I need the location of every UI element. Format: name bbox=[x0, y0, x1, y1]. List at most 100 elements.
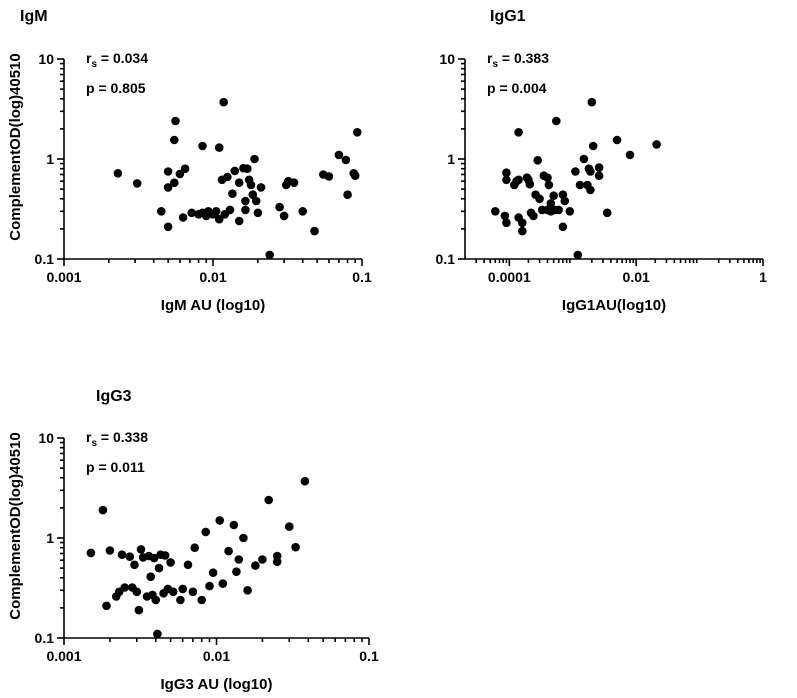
igg3-data-point bbox=[291, 542, 300, 552]
igm-data-point bbox=[163, 222, 173, 232]
igg3-data-point bbox=[272, 551, 282, 561]
igm-title: IgM bbox=[20, 8, 48, 25]
igg3-data-point bbox=[239, 533, 248, 543]
igg3-data-point bbox=[146, 572, 155, 581]
igg3-data-point bbox=[183, 560, 193, 570]
igg3-data-point bbox=[285, 522, 294, 531]
igm-data-point bbox=[279, 211, 289, 221]
igm-data-point bbox=[228, 189, 237, 198]
igg1-x-tick-label: 0.01 bbox=[623, 269, 650, 285]
igg3-rs-value: = 0.338 bbox=[97, 429, 148, 445]
igm-data-point bbox=[234, 216, 244, 226]
igg1-data-point bbox=[586, 167, 595, 176]
plot-igg1: IgG1 0.1 1 10 0.0001 0.01 1 IgG1AU(log10) rs = 0… bbox=[436, 8, 768, 314]
igm-x-tick-label: 0.1 bbox=[352, 269, 372, 285]
igm-y-axis-label: ComplementOD(log)40510 bbox=[7, 53, 24, 241]
igg1-data-point bbox=[579, 154, 589, 164]
igm-data-point bbox=[234, 178, 244, 187]
igg1-data-point bbox=[533, 156, 542, 165]
igg1-data-point bbox=[571, 167, 580, 176]
igm-data-point bbox=[171, 116, 180, 126]
igg3-rs-annotation: rs = 0.338 bbox=[86, 429, 148, 449]
igg3-data-point bbox=[234, 555, 244, 564]
igg1-data-point bbox=[502, 218, 511, 228]
igg1-p-annotation: p = 0.004 bbox=[487, 80, 547, 96]
igm-data-point bbox=[341, 155, 351, 165]
igm-data-point bbox=[241, 205, 250, 215]
igg3-data-point bbox=[149, 553, 159, 563]
igg1-data-point bbox=[560, 196, 570, 206]
igm-y-tick-label: 1 bbox=[46, 151, 54, 167]
igg3-y-axis-label: ComplementOD(log)40510 bbox=[7, 432, 24, 620]
igg3-x-tick-label: 0.001 bbox=[46, 648, 81, 664]
igm-data-point bbox=[175, 169, 185, 179]
igg3-data-point bbox=[300, 476, 310, 486]
igm-data-point bbox=[250, 154, 259, 164]
igg3-data-point bbox=[190, 543, 199, 552]
igg3-data-point bbox=[178, 584, 187, 594]
igg1-y-tick-label: 1 bbox=[447, 151, 455, 167]
plot-igm: IgM 0.1 1 10 0.001 0.01 0.1 IgM AU (log10) Compl… bbox=[7, 8, 372, 314]
igg1-data-point bbox=[518, 218, 527, 228]
igm-rs-subscript: s bbox=[91, 59, 97, 70]
igm-x-tick-label: 0.001 bbox=[46, 269, 81, 285]
igg3-data-point bbox=[215, 516, 224, 525]
igm-data-point bbox=[298, 207, 308, 216]
igg1-data-point bbox=[587, 97, 597, 107]
igg1-data-point bbox=[573, 250, 583, 260]
igg1-data-point bbox=[586, 185, 595, 195]
igm-y-tick-label: 0.1 bbox=[35, 251, 55, 267]
igg1-x-axis-label: IgG1AU(log10) bbox=[562, 297, 666, 314]
igg3-y-tick-label: 1 bbox=[46, 530, 54, 546]
igg3-data-point bbox=[132, 587, 142, 597]
igg1-data-point bbox=[500, 211, 510, 221]
igm-data-point bbox=[187, 208, 196, 218]
igg3-data-point bbox=[243, 586, 252, 595]
igg1-data-point bbox=[554, 205, 563, 215]
igg1-data-point bbox=[546, 199, 556, 208]
igm-data-point bbox=[251, 196, 261, 206]
igg1-data-point bbox=[575, 180, 585, 190]
igm-data-point bbox=[334, 150, 344, 160]
igg3-data-point bbox=[130, 560, 139, 570]
igm-data-point bbox=[132, 179, 142, 188]
igm-data-point bbox=[350, 171, 360, 180]
igg1-data-point bbox=[514, 175, 523, 185]
igg1-data-point bbox=[565, 207, 575, 216]
igg1-y-tick-label: 10 bbox=[439, 51, 455, 67]
igm-data-point bbox=[343, 190, 352, 199]
igg1-rs-value: = 0.383 bbox=[498, 50, 549, 66]
plot-igg3: IgG3 0.1 1 10 0.001 0.01 0.1 IgG3 AU (log10) Com… bbox=[7, 388, 379, 693]
igm-data-point bbox=[275, 202, 284, 212]
igg1-rs-symbol: r bbox=[487, 50, 493, 66]
igg3-data-point bbox=[134, 605, 144, 615]
igg1-data-point bbox=[514, 128, 523, 137]
igg3-data-point bbox=[160, 551, 170, 560]
igg3-data-point bbox=[120, 583, 129, 592]
igg1-data-point bbox=[544, 180, 554, 190]
igm-data-point bbox=[243, 164, 252, 173]
igg1-data-point bbox=[625, 150, 635, 160]
igm-data-point bbox=[246, 180, 256, 190]
igg1-rs-subscript: s bbox=[492, 59, 498, 70]
igg1-data-point bbox=[502, 175, 511, 185]
igg3-data-point bbox=[229, 520, 239, 530]
igg3-data-point bbox=[232, 567, 241, 576]
igg3-y-tick-label: 10 bbox=[38, 430, 54, 446]
igg3-data-point bbox=[125, 552, 135, 561]
igg3-data-point bbox=[201, 527, 210, 537]
igg3-data-point bbox=[205, 581, 214, 591]
igg3-data-point bbox=[151, 595, 161, 605]
igg1-data-point bbox=[588, 141, 598, 151]
igg1-rs-annotation: rs = 0.383 bbox=[487, 50, 549, 70]
igm-data-point bbox=[180, 164, 190, 173]
igg3-data-point bbox=[197, 595, 206, 605]
igg1-data-point bbox=[525, 179, 535, 189]
igg3-data-point bbox=[105, 546, 115, 555]
igg3-x-axis-label: IgG3 AU (log10) bbox=[161, 676, 273, 693]
igm-rs-annotation: rs = 0.034 bbox=[86, 50, 148, 70]
igg3-rs-subscript: s bbox=[91, 438, 97, 449]
igg3-data-point bbox=[153, 629, 162, 639]
igm-data-point bbox=[223, 172, 232, 182]
